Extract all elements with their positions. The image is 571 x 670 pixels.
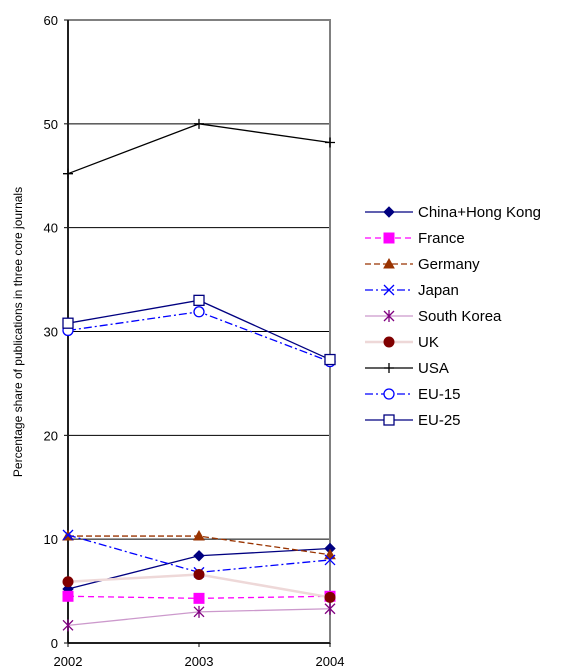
legend-label: Germany [418, 256, 480, 273]
data-point [62, 619, 74, 632]
legend-marker [383, 388, 395, 400]
data-point [194, 118, 204, 129]
legend-label: South Korea [418, 308, 502, 325]
legend-label: China+Hong Kong [418, 204, 541, 221]
series-eu-25 [62, 294, 336, 366]
legend-marker [383, 206, 395, 218]
data-point [324, 548, 336, 560]
x-tick-label: 2002 [54, 654, 83, 669]
legend-item: China+Hong Kong [365, 204, 541, 221]
data-point [324, 353, 336, 366]
y-axis-label: Percentage share of publications in thre… [11, 187, 25, 477]
data-point [324, 554, 336, 566]
data-point [62, 590, 74, 602]
data-point [325, 137, 335, 148]
legend-marker [383, 414, 395, 426]
data-point [193, 306, 205, 318]
legend-label: EU-25 [418, 412, 461, 429]
legend-marker [384, 363, 394, 373]
legend-item: USA [365, 360, 449, 377]
legend-marker [383, 284, 395, 296]
legend: China+Hong Kong France Germany Japan South K… [365, 204, 541, 429]
y-tick-label: 60 [44, 13, 58, 28]
data-point [62, 317, 74, 329]
data-point [62, 529, 74, 541]
legend-item: Germany [365, 256, 480, 273]
y-tick-label: 10 [44, 532, 58, 547]
y-tick-label: 20 [44, 428, 58, 443]
y-tick-label: 40 [44, 221, 58, 236]
y-tick-label: 30 [44, 325, 58, 340]
series-china-hong-kong [62, 542, 336, 595]
legend-item: South Korea [365, 308, 502, 325]
data-point [193, 530, 205, 541]
data-point [193, 550, 205, 562]
series-eu-15 [62, 306, 336, 368]
data-point [62, 576, 74, 588]
data-point [193, 605, 205, 618]
legend-label: France [418, 230, 465, 247]
legend-label: UK [418, 334, 439, 351]
data-point [324, 591, 336, 603]
series-france [62, 590, 336, 604]
x-tick-label: 2004 [316, 654, 345, 669]
y-tick-label: 50 [44, 117, 58, 132]
legend-item: UK [365, 334, 439, 351]
data-point [193, 294, 205, 307]
legend-label: Japan [418, 282, 459, 299]
legend-item: EU-25 [365, 412, 461, 429]
series-south-korea [62, 602, 336, 632]
series-line [67, 311, 331, 363]
data-point [63, 168, 73, 179]
legend-marker [383, 232, 395, 244]
legend-item: France [365, 230, 465, 247]
data-point [324, 602, 336, 615]
legend-item: EU-15 [365, 386, 461, 403]
series-usa [63, 118, 335, 179]
series-line [67, 123, 331, 175]
legend-label: USA [418, 360, 449, 377]
x-tick-label: 2003 [185, 654, 214, 669]
data-point [193, 592, 205, 604]
legend-item: Japan [365, 282, 459, 299]
legend-label: EU-15 [418, 386, 461, 403]
series-uk [62, 568, 336, 603]
data-point [193, 568, 205, 580]
legend-marker [383, 336, 395, 348]
legend-marker [383, 257, 395, 269]
y-tick-label: 0 [51, 636, 58, 651]
legend-marker [383, 310, 395, 322]
